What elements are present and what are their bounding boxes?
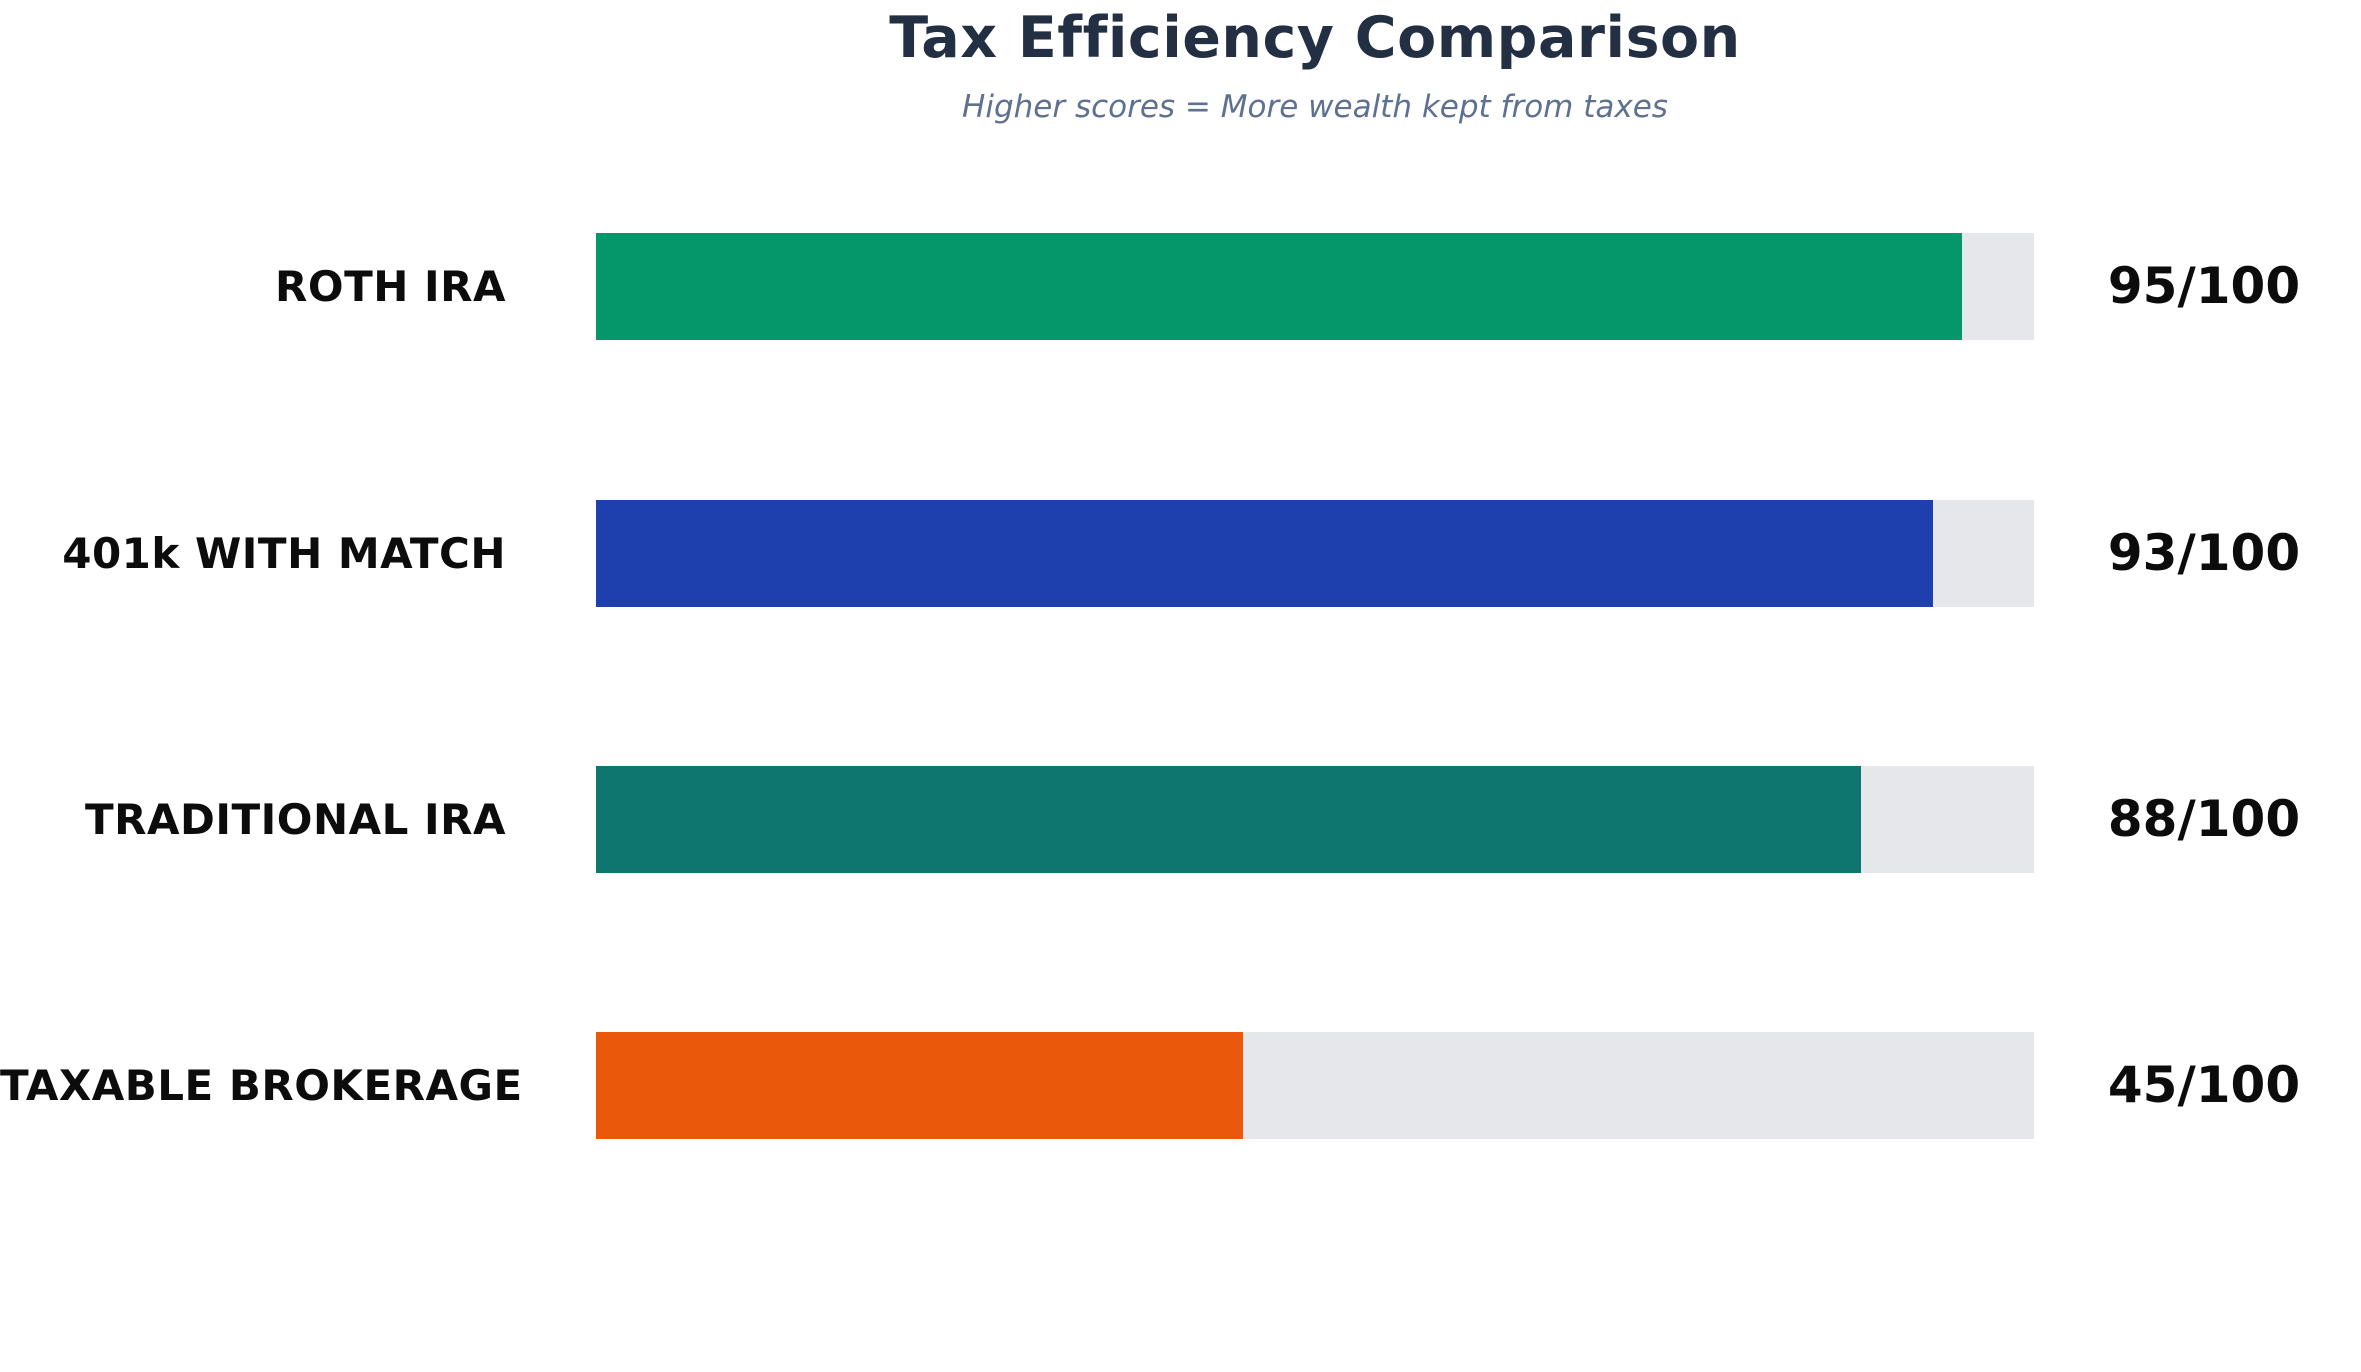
bar-row-traditional-ira: TRADITIONAL IRA 88/100: [0, 766, 2361, 873]
bar-fill: [596, 233, 1963, 340]
bar-row-taxable-brokerage: TAXABLE BROKERAGE 45/100: [0, 1032, 2361, 1139]
bar-track: [596, 1032, 2034, 1139]
bar-track: [596, 233, 2034, 340]
bar-fill: [596, 766, 1862, 873]
bar-fill: [596, 500, 1934, 607]
score-value: 95/100: [2107, 257, 2301, 315]
bar-label: TAXABLE BROKERAGE: [0, 1061, 523, 1110]
score-value: 93/100: [2107, 524, 2301, 582]
bar-label: ROTH IRA: [275, 262, 506, 311]
score-value: 45/100: [2107, 1056, 2301, 1114]
bar-fill: [596, 1032, 1244, 1139]
chart-subtitle: Higher scores = More wealth kept from ta…: [962, 88, 1668, 125]
score-value: 88/100: [2107, 790, 2301, 848]
bar-row-roth-ira: ROTH IRA 95/100: [0, 233, 2361, 340]
bar-row-401k-with-match: 401k WITH MATCH 93/100: [0, 500, 2361, 607]
bar-track: [596, 766, 2034, 873]
chart-title: Tax Efficiency Comparison: [889, 5, 1741, 71]
bar-label: TRADITIONAL IRA: [85, 795, 506, 844]
chart-header: Tax Efficiency Comparison Higher scores …: [596, 5, 2034, 125]
bar-label: 401k WITH MATCH: [62, 529, 506, 578]
bar-track: [596, 500, 2034, 607]
